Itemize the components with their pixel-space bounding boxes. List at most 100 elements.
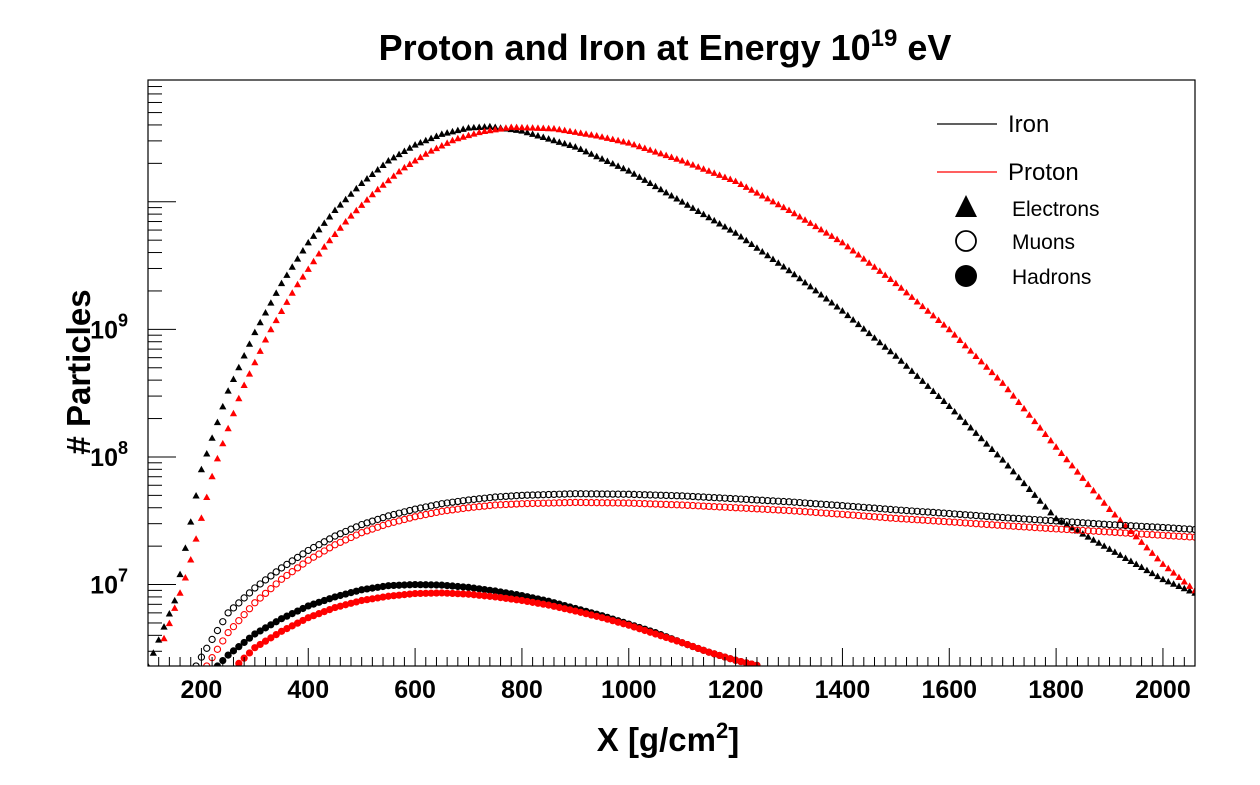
data-point-iron-muons xyxy=(192,662,200,666)
data-point-proton-muons xyxy=(635,499,644,508)
data-point-iron-electrons xyxy=(192,491,200,499)
data-point-iron-electrons xyxy=(1105,545,1114,552)
data-point-proton-electrons xyxy=(812,222,820,230)
data-point-proton-electrons xyxy=(213,454,222,462)
data-point-iron-muons xyxy=(950,510,959,518)
data-point-proton-muons xyxy=(945,518,953,526)
data-point-proton-electrons xyxy=(694,163,702,170)
data-point-proton-muons xyxy=(753,505,761,513)
data-point-proton-muons xyxy=(796,507,804,515)
data-point-iron-muons xyxy=(1116,521,1124,529)
legend-entry-proton: Proton xyxy=(937,159,1079,186)
data-point-proton-muons xyxy=(1079,526,1087,535)
data-point-proton-muons xyxy=(299,560,307,568)
data-point-iron-electrons xyxy=(523,128,531,136)
data-point-proton-electrons xyxy=(1148,549,1156,556)
data-point-proton-hadrons xyxy=(512,596,521,604)
data-point-proton-muons xyxy=(309,553,318,561)
x-tick-label: 1000 xyxy=(601,676,657,704)
data-point-iron-electrons xyxy=(689,204,697,211)
data-point-proton-electrons xyxy=(1057,449,1066,456)
data-point-proton-electrons xyxy=(876,267,884,274)
data-point-proton-hadrons xyxy=(395,591,403,599)
data-point-proton-muons xyxy=(689,501,697,510)
data-point-iron-muons xyxy=(577,490,585,498)
data-point-iron-muons xyxy=(416,504,425,512)
data-point-proton-muons xyxy=(876,513,884,521)
data-point-iron-electrons xyxy=(609,159,617,167)
data-point-proton-electrons xyxy=(822,229,831,236)
data-point-proton-electrons xyxy=(512,123,521,131)
data-point-proton-hadrons xyxy=(427,589,435,597)
data-point-iron-muons xyxy=(1025,515,1034,523)
data-point-proton-electrons xyxy=(539,124,547,132)
data-point-iron-electrons xyxy=(1132,560,1140,568)
data-point-iron-electrons xyxy=(967,424,975,431)
data-point-iron-electrons xyxy=(892,352,900,359)
data-point-proton-electrons xyxy=(347,212,355,219)
data-point-iron-muons xyxy=(667,491,676,500)
data-point-iron-electrons xyxy=(934,392,943,399)
data-point-proton-muons xyxy=(747,504,756,513)
data-point-iron-electrons xyxy=(1047,508,1055,516)
data-point-iron-electrons xyxy=(619,164,628,172)
data-point-iron-electrons xyxy=(358,179,366,186)
data-point-proton-electrons xyxy=(764,194,772,202)
data-point-iron-electrons xyxy=(1159,575,1167,583)
data-point-iron-electrons xyxy=(860,325,868,332)
data-point-iron-muons xyxy=(293,553,302,562)
data-point-proton-muons xyxy=(1191,533,1195,541)
data-point-iron-hadrons xyxy=(358,586,366,594)
data-point-iron-muons xyxy=(758,496,766,504)
data-point-iron-electrons xyxy=(304,238,312,246)
data-point-proton-electrons xyxy=(187,556,195,563)
data-point-iron-electrons xyxy=(406,144,414,151)
data-point-iron-muons xyxy=(699,493,708,501)
data-point-proton-muons xyxy=(219,637,227,645)
data-point-proton-electrons xyxy=(1020,404,1028,412)
data-point-proton-muons xyxy=(416,512,425,520)
data-point-proton-hadrons xyxy=(539,600,547,608)
data-point-proton-muons xyxy=(582,498,590,507)
data-point-proton-muons xyxy=(1186,533,1194,541)
x-tick-label: 200 xyxy=(181,676,223,704)
data-point-iron-electrons xyxy=(347,190,355,197)
data-point-iron-muons xyxy=(886,505,895,514)
data-point-proton-electrons xyxy=(918,302,927,310)
data-point-iron-electrons xyxy=(705,213,713,221)
data-point-proton-electrons xyxy=(443,139,451,146)
data-point-iron-hadrons xyxy=(496,588,505,596)
data-point-proton-muons xyxy=(956,518,964,527)
data-point-iron-electrons xyxy=(1127,557,1135,564)
data-point-iron-muons xyxy=(304,546,312,555)
data-point-iron-electrons xyxy=(1100,542,1108,549)
data-point-proton-electrons xyxy=(1137,538,1146,545)
axes: 200 400 600 800 1000 1200 1400 1600 1800 2000 107 1… xyxy=(90,79,1196,704)
data-point-proton-electrons xyxy=(662,151,670,159)
data-point-iron-electrons xyxy=(1004,462,1012,469)
data-point-proton-muons xyxy=(443,506,451,515)
data-point-iron-muons xyxy=(828,501,836,509)
data-point-iron-muons xyxy=(1084,519,1092,527)
data-point-proton-hadrons xyxy=(529,598,537,606)
data-point-iron-electrons xyxy=(646,179,654,187)
data-point-iron-muons xyxy=(1132,522,1140,530)
series-iron-electrons xyxy=(148,122,1195,666)
data-point-proton-muons xyxy=(406,514,414,522)
data-point-proton-hadrons xyxy=(518,596,526,605)
data-point-iron-electrons xyxy=(886,347,895,355)
data-point-iron-electrons xyxy=(721,223,729,230)
data-point-proton-muons xyxy=(528,499,537,508)
data-point-iron-muons xyxy=(614,490,622,498)
data-point-iron-electrons xyxy=(988,445,996,452)
data-point-iron-electrons xyxy=(219,402,227,410)
data-point-iron-electrons xyxy=(972,429,980,436)
legend-entry-muons: Muons xyxy=(955,230,1075,254)
data-point-proton-muons xyxy=(325,544,334,552)
data-point-iron-electrons xyxy=(480,123,489,130)
data-point-iron-electrons xyxy=(582,147,590,155)
data-point-proton-electrons xyxy=(1132,532,1140,540)
data-point-proton-muons xyxy=(924,516,932,525)
data-point-iron-electrons xyxy=(571,143,579,150)
data-point-iron-electrons xyxy=(149,649,157,656)
